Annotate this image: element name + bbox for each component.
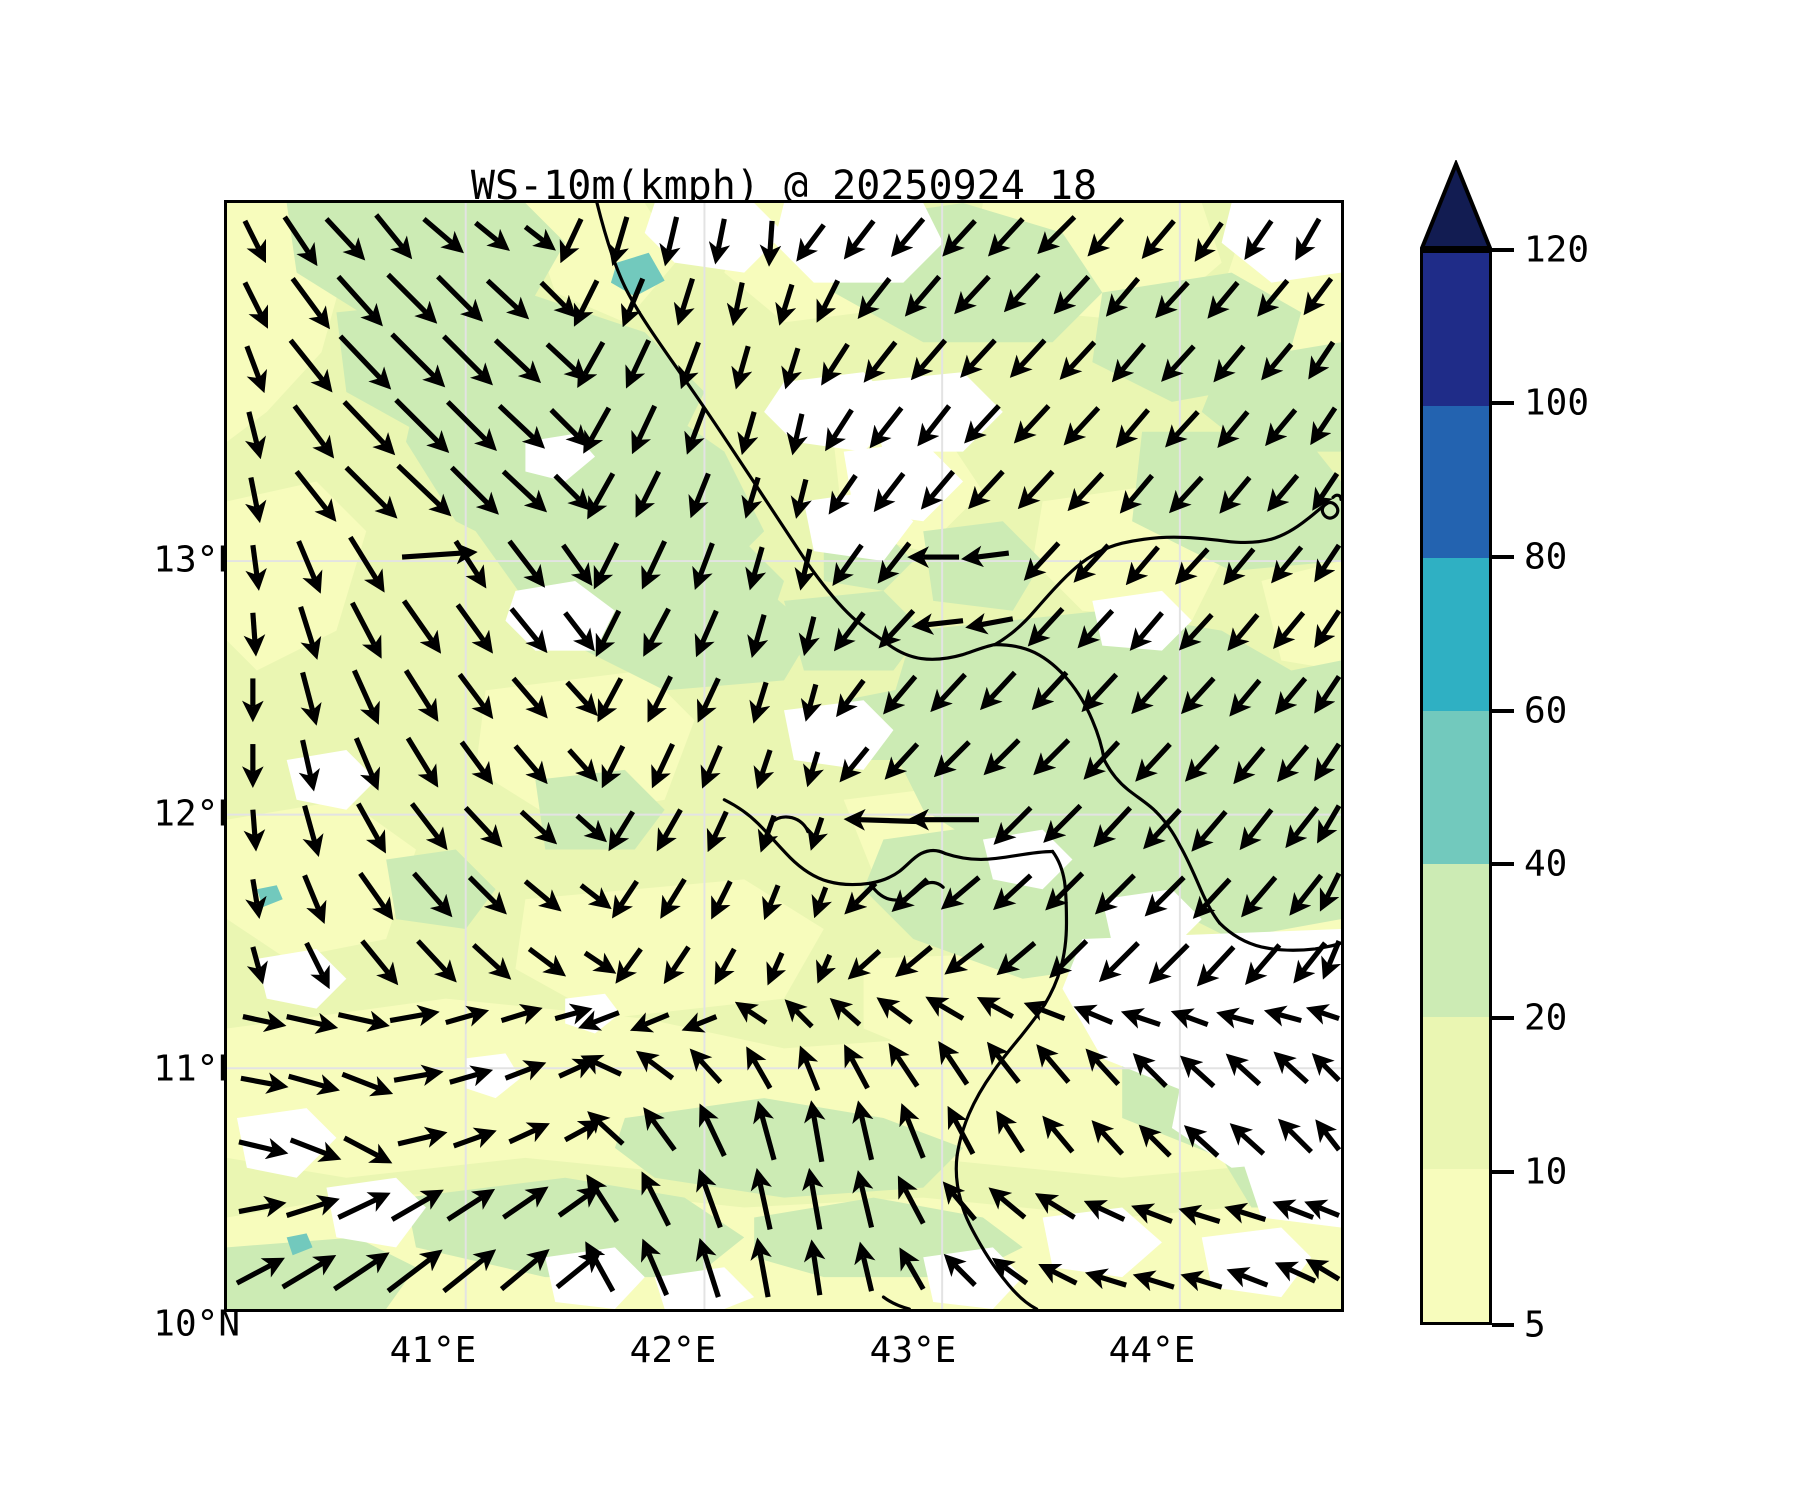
colorbar-tick-5 bbox=[1492, 1323, 1514, 1327]
wind-speed-map bbox=[227, 203, 1341, 1309]
colorbar: 120 100 80 60 40 20 10 5 bbox=[1420, 160, 1750, 1346]
colorbar-tick-80 bbox=[1492, 555, 1514, 559]
colorbar-band-40-60 bbox=[1423, 711, 1489, 864]
colorbar-label-40: 40 bbox=[1524, 843, 1568, 885]
colorbar-tick-120 bbox=[1492, 248, 1514, 252]
colorbar-label-60: 60 bbox=[1524, 690, 1568, 732]
y-tick-label-11N: 11°N bbox=[153, 1048, 240, 1090]
colorbar-bands bbox=[1420, 250, 1492, 1325]
colorbar-extend-max-arrow bbox=[1420, 160, 1492, 250]
colorbar-band-10-20 bbox=[1423, 1016, 1489, 1170]
colorbar-label-20: 20 bbox=[1524, 997, 1568, 1039]
colorbar-tick-40 bbox=[1492, 862, 1514, 866]
x-tick-label-42E: 42°E bbox=[629, 1330, 717, 1371]
y-tick-label-12N: 12°N bbox=[153, 793, 240, 835]
colorbar-label-100: 100 bbox=[1524, 382, 1590, 424]
colorbar-label-10: 10 bbox=[1524, 1151, 1568, 1193]
colorbar-tick-20 bbox=[1492, 1016, 1514, 1020]
x-tick-label-44E: 44°E bbox=[1108, 1330, 1196, 1371]
map-plot-area[interactable] bbox=[224, 200, 1344, 1312]
colorbar-label-80: 80 bbox=[1524, 536, 1568, 578]
y-tick-label-13N: 13°N bbox=[153, 539, 240, 581]
colorbar-band-60-80 bbox=[1423, 558, 1489, 712]
colorbar-band-80-100 bbox=[1423, 405, 1489, 559]
colorbar-band-5-10 bbox=[1423, 1169, 1489, 1323]
colorbar-band-100-120 bbox=[1423, 253, 1489, 406]
colorbar-label-5: 5 bbox=[1524, 1304, 1546, 1346]
x-tick-label-43E: 43°E bbox=[869, 1330, 957, 1371]
colorbar-tick-10 bbox=[1492, 1170, 1514, 1174]
colorbar-label-120: 120 bbox=[1524, 229, 1590, 271]
y-tick-label-10N: 10°N bbox=[153, 1303, 240, 1345]
colorbar-tick-60 bbox=[1492, 709, 1514, 713]
colorbar-band-20-40 bbox=[1423, 863, 1489, 1017]
colorbar-tick-100 bbox=[1492, 401, 1514, 405]
x-tick-label-41E: 41°E bbox=[389, 1330, 477, 1371]
